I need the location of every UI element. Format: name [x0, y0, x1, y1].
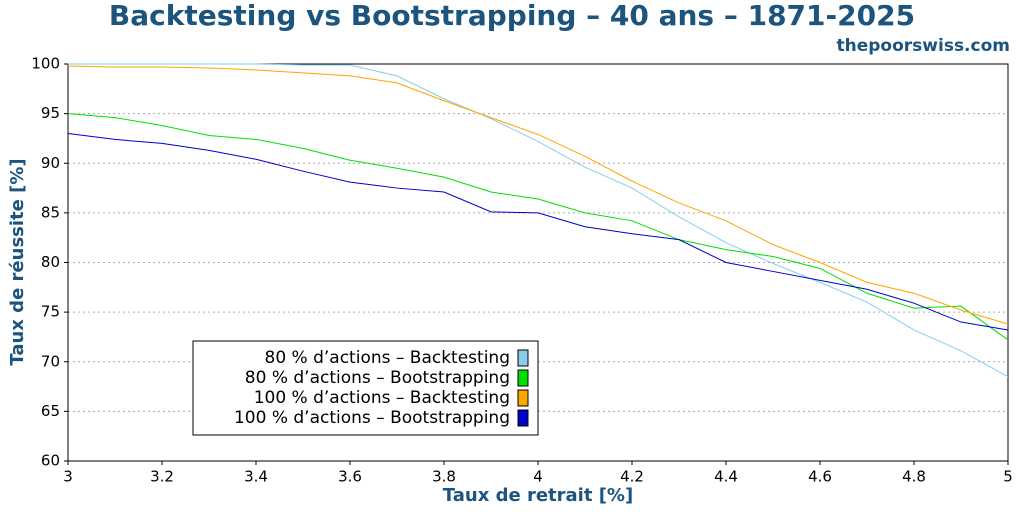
series-line	[67, 113, 1009, 341]
chart-title: Backtesting vs Bootstrapping – 40 ans – …	[109, 0, 915, 32]
legend-box	[192, 340, 539, 436]
legend-label: 80 % d’actions – Bootstrapping	[245, 368, 510, 388]
x-tick-label: 3.4	[244, 468, 268, 486]
y-tick-label: 90	[41, 154, 60, 172]
legend-swatch	[517, 369, 529, 387]
plot-frame	[67, 63, 1009, 462]
y-tick-label: 100	[31, 55, 60, 73]
x-tick-label: 4.8	[902, 468, 926, 486]
y-tick-label: 60	[41, 452, 60, 470]
y-tick-label: 70	[41, 352, 60, 370]
legend-swatch	[517, 409, 529, 427]
y-tick-label: 80	[41, 253, 60, 271]
y-tick-label: 75	[41, 303, 60, 321]
series-line	[68, 63, 1009, 378]
x-axis-label: Taux de retrait [%]	[443, 485, 633, 506]
legend-swatch	[517, 349, 529, 367]
x-tick-label: 4.4	[714, 468, 738, 486]
x-tick-label: 4.2	[620, 468, 644, 486]
x-tick-label: 5	[1003, 468, 1013, 486]
y-tick-label: 85	[41, 203, 60, 221]
legend-label: 100 % d’actions – Bootstrapping	[234, 408, 510, 428]
x-tick-label: 3.8	[432, 468, 456, 486]
legend-label: 100 % d’actions – Backtesting	[254, 388, 510, 408]
y-tick-label: 65	[41, 402, 60, 420]
x-tick-label: 4	[533, 468, 543, 486]
legend-swatch	[517, 389, 529, 407]
subtitle: thepoorswiss.com	[837, 36, 1011, 56]
legend-label: 80 % d’actions – Backtesting	[265, 348, 511, 368]
series-line	[67, 132, 1009, 331]
x-tick-label: 3.2	[150, 468, 174, 486]
x-tick-label: 3.6	[338, 468, 362, 486]
y-axis-label: Taux de réussite [%]	[7, 158, 28, 365]
x-tick-label: 3	[63, 468, 73, 486]
x-tick-label: 4.6	[808, 468, 832, 486]
series-line	[67, 65, 1009, 325]
y-tick-label: 95	[41, 104, 60, 122]
